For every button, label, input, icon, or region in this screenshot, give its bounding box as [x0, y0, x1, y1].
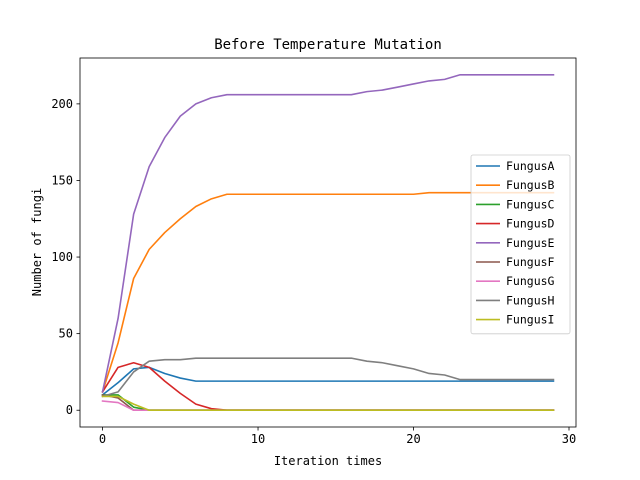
series-line-FungusG	[101, 400, 555, 412]
legend-label-FungusG: FungusG	[506, 274, 555, 288]
y-tick-label: 0	[66, 403, 73, 417]
legend-label-FungusD: FungusD	[506, 217, 555, 231]
series-line-FungusH	[101, 357, 555, 398]
plot-frame	[79, 57, 577, 428]
legend-label-FungusB: FungusB	[506, 178, 555, 192]
series-lines	[101, 73, 555, 412]
series-line-FungusD	[101, 361, 555, 412]
series-line-FungusC	[101, 394, 555, 412]
axes: 0 10 20 30 0 50 100 150 200	[51, 57, 577, 446]
legend-label-FungusE: FungusE	[506, 236, 555, 250]
y-tick-label: 100	[51, 250, 73, 264]
y-axis-label: Number of fungi	[30, 188, 44, 296]
x-tick-label: 30	[562, 432, 576, 446]
y-tick-label: 50	[59, 327, 73, 341]
legend: FungusA FungusB FungusC FungusD FungusE Fungu…	[470, 154, 571, 335]
legend-label-FungusI: FungusI	[506, 313, 554, 327]
x-axis-label: Iteration times	[274, 454, 382, 468]
legend-label-FungusH: FungusH	[506, 293, 555, 307]
series-line-FungusI	[101, 395, 555, 412]
legend-label-FungusF: FungusF	[506, 255, 555, 269]
x-tick-label: 0	[99, 432, 106, 446]
series-line-FungusE	[101, 73, 555, 393]
x-tick-label: 20	[406, 432, 420, 446]
series-line-FungusF	[101, 393, 555, 412]
x-tick-label: 10	[251, 432, 265, 446]
legend-box	[470, 154, 571, 335]
y-tick-label: 150	[51, 173, 73, 187]
legend-label-FungusC: FungusC	[506, 197, 555, 211]
series-line-FungusA	[101, 366, 555, 397]
y-tick-label: 200	[51, 97, 73, 111]
chart-title: Before Temperature Mutation	[214, 37, 442, 53]
legend-label-FungusA: FungusA	[506, 159, 555, 173]
